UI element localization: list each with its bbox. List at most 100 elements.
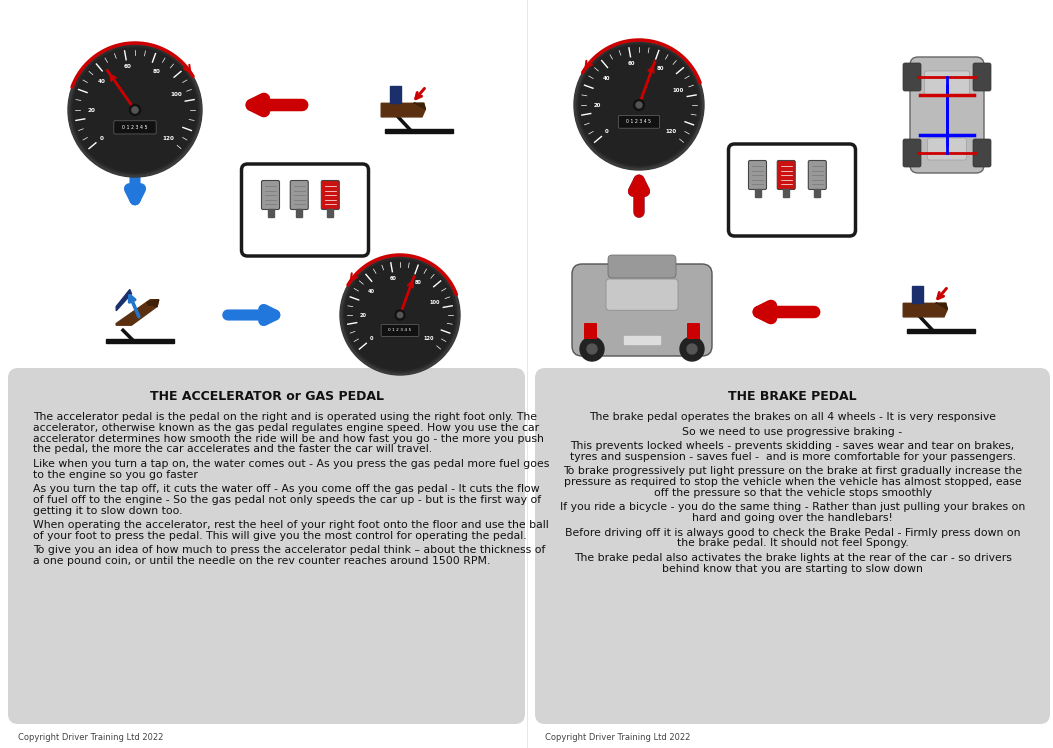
- Text: 0 1 2 3 4 5: 0 1 2 3 4 5: [627, 119, 652, 124]
- FancyBboxPatch shape: [809, 161, 827, 189]
- Circle shape: [680, 337, 704, 361]
- Text: 120: 120: [665, 129, 677, 135]
- Text: 0: 0: [370, 337, 374, 341]
- Text: 40: 40: [97, 79, 105, 85]
- FancyBboxPatch shape: [584, 323, 597, 339]
- Text: The brake pedal operates the brakes on all 4 wheels - It is very responsive: The brake pedal operates the brakes on a…: [589, 412, 996, 422]
- Text: off the pressure so that the vehicle stops smoothly: off the pressure so that the vehicle sto…: [654, 488, 932, 498]
- Circle shape: [71, 46, 199, 174]
- Text: 120: 120: [163, 136, 175, 141]
- Text: The brake pedal also activates the brake lights at the rear of the car - so driv: The brake pedal also activates the brake…: [574, 553, 1012, 563]
- Polygon shape: [381, 103, 425, 117]
- Text: the brake pedal. It should not feel Spongy.: the brake pedal. It should not feel Spon…: [677, 539, 909, 548]
- Text: THE ACCELERATOR or GAS PEDAL: THE ACCELERATOR or GAS PEDAL: [150, 390, 383, 402]
- Text: THE BRAKE PEDAL: THE BRAKE PEDAL: [729, 390, 857, 402]
- Circle shape: [130, 105, 141, 116]
- Text: pressure as required to stop the vehicle when the vehicle has almost stopped, ea: pressure as required to stop the vehicle…: [563, 477, 1021, 487]
- FancyBboxPatch shape: [321, 180, 339, 209]
- Text: 80: 80: [415, 280, 422, 286]
- Text: of fuel off to the engine - So the gas pedal not only speeds the car up - but is: of fuel off to the engine - So the gas p…: [33, 495, 541, 505]
- FancyBboxPatch shape: [381, 325, 419, 337]
- Bar: [296, 209, 302, 217]
- Bar: [783, 189, 790, 197]
- Circle shape: [345, 260, 455, 370]
- Circle shape: [397, 312, 402, 318]
- Text: To brake progressively put light pressure on the brake at first gradually increa: To brake progressively put light pressur…: [563, 466, 1022, 476]
- Text: 20: 20: [593, 102, 600, 108]
- Text: 20: 20: [359, 313, 366, 317]
- Text: 100: 100: [673, 88, 684, 94]
- FancyBboxPatch shape: [618, 115, 659, 128]
- Text: 0 1 2 3 4 5: 0 1 2 3 4 5: [122, 125, 147, 130]
- Bar: [624, 336, 660, 344]
- FancyBboxPatch shape: [910, 57, 984, 173]
- Bar: [106, 339, 174, 343]
- Text: 100: 100: [430, 300, 440, 305]
- Bar: [384, 129, 453, 133]
- Text: getting it to slow down too.: getting it to slow down too.: [33, 506, 182, 515]
- Bar: [907, 329, 975, 333]
- Circle shape: [587, 344, 597, 354]
- FancyBboxPatch shape: [973, 63, 991, 91]
- Bar: [814, 189, 820, 197]
- Bar: [267, 209, 274, 217]
- Text: 20: 20: [87, 108, 95, 112]
- Polygon shape: [414, 103, 425, 109]
- Text: 0: 0: [99, 136, 103, 141]
- Text: 80: 80: [656, 66, 663, 71]
- FancyBboxPatch shape: [261, 180, 279, 209]
- FancyBboxPatch shape: [928, 138, 967, 160]
- Text: 60: 60: [391, 276, 397, 281]
- Text: When operating the accelerator, rest the heel of your right foot onto the floor : When operating the accelerator, rest the…: [33, 520, 549, 530]
- Circle shape: [574, 40, 704, 170]
- Text: 40: 40: [603, 76, 611, 81]
- FancyBboxPatch shape: [687, 323, 700, 339]
- FancyBboxPatch shape: [777, 161, 795, 189]
- Text: a one pound coin, or until the needle on the rev counter reaches around 1500 RPM: a one pound coin, or until the needle on…: [33, 557, 491, 566]
- Text: behind know that you are starting to slow down: behind know that you are starting to slo…: [662, 564, 922, 574]
- FancyBboxPatch shape: [241, 164, 369, 256]
- Polygon shape: [390, 86, 401, 103]
- Text: 60: 60: [123, 64, 132, 69]
- Polygon shape: [116, 289, 132, 310]
- FancyBboxPatch shape: [605, 279, 678, 310]
- Text: Copyright Driver Training Ltd 2022: Copyright Driver Training Ltd 2022: [545, 733, 691, 742]
- Text: So we need to use progressive braking -: So we need to use progressive braking -: [682, 426, 902, 437]
- Text: 40: 40: [369, 289, 375, 294]
- FancyBboxPatch shape: [114, 120, 156, 134]
- Circle shape: [580, 337, 604, 361]
- Circle shape: [636, 102, 642, 108]
- FancyBboxPatch shape: [572, 264, 712, 356]
- FancyBboxPatch shape: [903, 139, 921, 167]
- Text: 80: 80: [153, 70, 161, 74]
- Polygon shape: [912, 286, 922, 303]
- Circle shape: [340, 255, 460, 375]
- Polygon shape: [935, 303, 948, 309]
- FancyBboxPatch shape: [973, 139, 991, 167]
- FancyBboxPatch shape: [608, 255, 676, 278]
- Text: 60: 60: [628, 61, 635, 66]
- Text: to the engine so you go faster: to the engine so you go faster: [33, 470, 198, 479]
- Text: The accelerator pedal is the pedal on the right and is operated using the right : The accelerator pedal is the pedal on th…: [33, 412, 537, 422]
- FancyBboxPatch shape: [925, 71, 970, 95]
- Text: the pedal, the more the car accelerates and the faster the car will travel.: the pedal, the more the car accelerates …: [33, 444, 432, 454]
- Text: of your foot to press the pedal. This will give you the most control for operati: of your foot to press the pedal. This wi…: [33, 531, 526, 541]
- Circle shape: [343, 258, 457, 372]
- Text: If you ride a bicycle - you do the same thing - Rather than just pulling your br: If you ride a bicycle - you do the same …: [560, 503, 1026, 512]
- Text: 0 1 2 3 4 5: 0 1 2 3 4 5: [389, 328, 412, 332]
- Text: This prevents locked wheels - prevents skidding - saves wear and tear on brakes,: This prevents locked wheels - prevents s…: [571, 441, 1015, 451]
- Text: Copyright Driver Training Ltd 2022: Copyright Driver Training Ltd 2022: [18, 733, 163, 742]
- Circle shape: [73, 48, 197, 172]
- Text: accelerator, otherwise known as the gas pedal regulates engine speed. How you us: accelerator, otherwise known as the gas …: [33, 423, 539, 433]
- Circle shape: [687, 344, 697, 354]
- Circle shape: [579, 45, 699, 165]
- FancyBboxPatch shape: [291, 180, 309, 209]
- FancyBboxPatch shape: [749, 161, 767, 189]
- Text: 120: 120: [423, 337, 434, 341]
- Text: hard and going over the handlebars!: hard and going over the handlebars!: [692, 513, 893, 523]
- Text: As you turn the tap off, it cuts the water off - As you come off the gas pedal -: As you turn the tap off, it cuts the wat…: [33, 484, 539, 494]
- Circle shape: [132, 107, 138, 113]
- FancyBboxPatch shape: [903, 63, 921, 91]
- Circle shape: [395, 310, 405, 320]
- Circle shape: [634, 99, 644, 111]
